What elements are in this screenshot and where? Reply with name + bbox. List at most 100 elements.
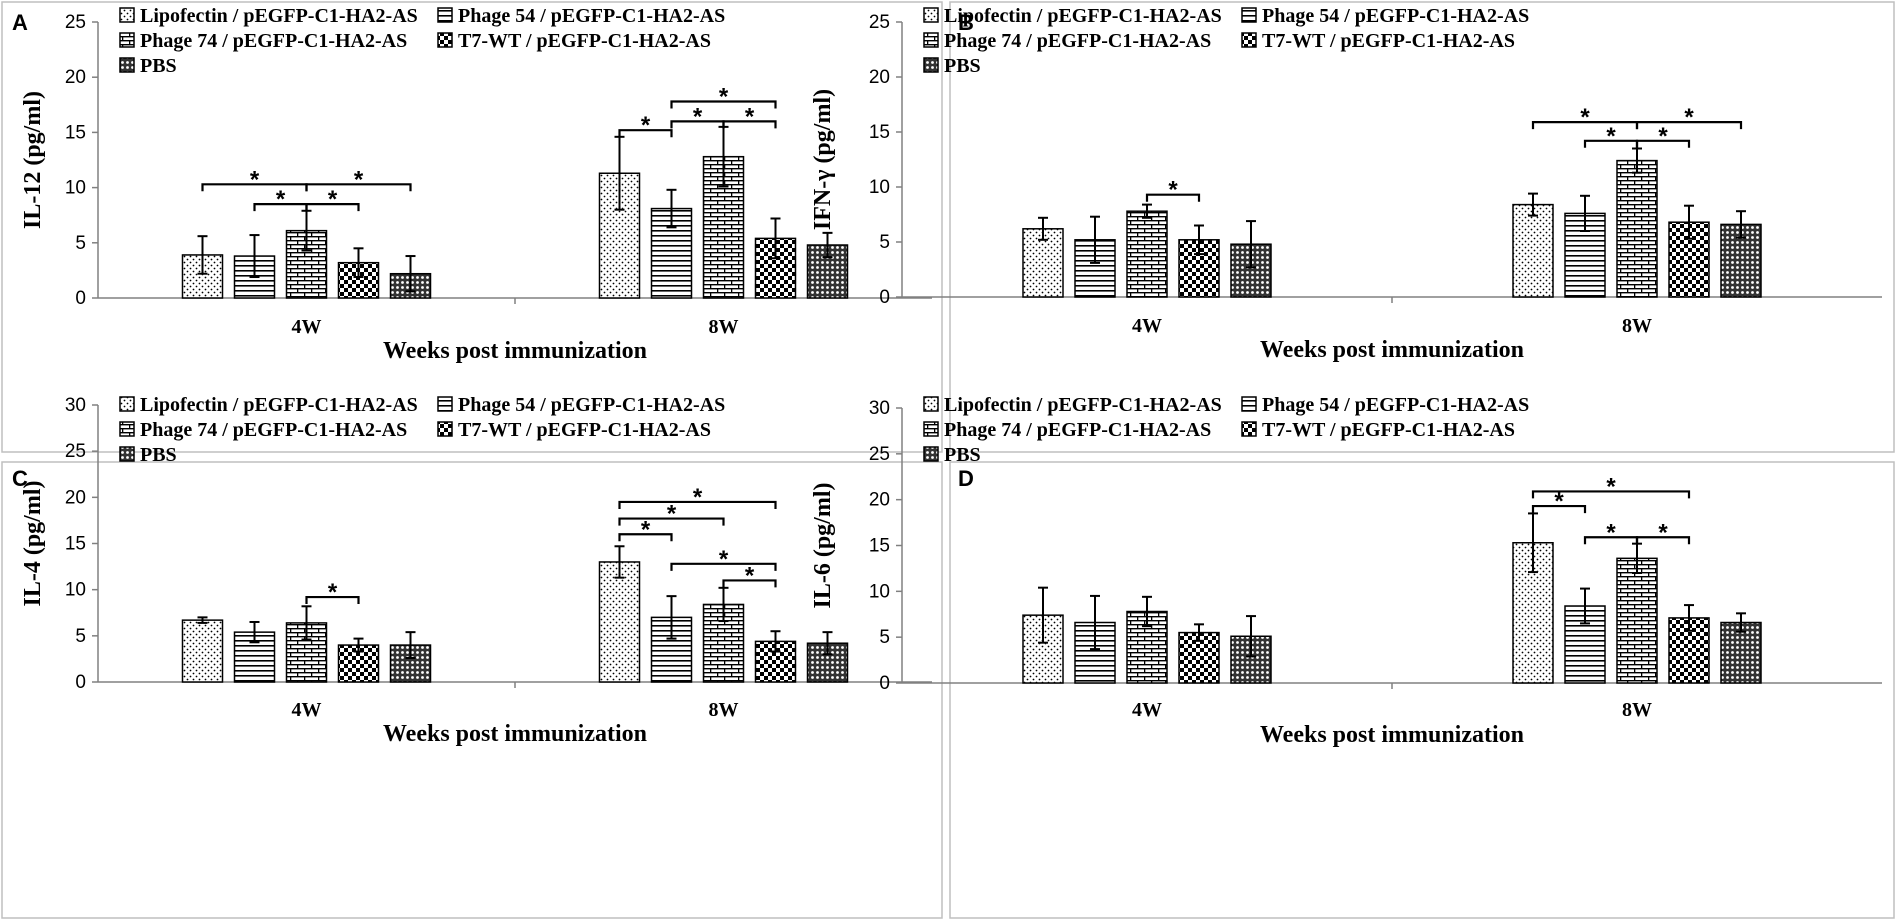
significance-star: * [667,501,677,528]
y-tick-label: 25 [65,441,86,462]
y-tick-label: 10 [65,580,86,601]
significance-bracket [305,595,360,605]
significance-star: * [719,83,729,110]
bar-lipofectin-8w [1512,203,1554,298]
significance-bracket [618,533,673,542]
significance-bracket [1635,139,1691,148]
panel-letter: A [12,10,28,35]
legend-entry: Phage 54 / pEGFP-C1-HA2-AS [1262,394,1529,416]
significance-bracket [722,120,777,129]
legend-swatch [119,396,135,412]
panel-b: B 0 5 10 15 20 25 IFN-γ (pg/ml) Weeks post immun… [810,1,1895,453]
significance-star: * [1606,519,1616,546]
significance-bracket [1635,121,1743,130]
legend-swatch [119,446,135,462]
legend-swatch [437,7,453,23]
panel-c: C 0 5 10 15 20 25 30 IL-4 (pg/ml) Weeks post immu… [1,394,943,919]
significance-bracket [1531,504,1587,514]
panel-letter: B [958,10,974,35]
legend-swatch [119,32,135,48]
y-tick-label: 0 [879,287,890,308]
panel-d: D 0 5 10 15 20 25 30 IL-6 (pg/ml) Weeks post immu… [810,394,1895,919]
bar-lipofectin-4w [181,619,224,683]
y-axis-title: IL-12 (pg/ml) [20,91,46,229]
significance-star: * [1554,488,1564,515]
legend-entry: T7-WT / pEGFP-C1-HA2-AS [458,419,711,441]
legend-entry: Phage 74 / pEGFP-C1-HA2-AS [140,30,407,52]
significance-star: * [1606,123,1616,150]
legend-swatch [119,7,135,23]
bar-phage-4w [1126,210,1168,298]
y-tick-label: 10 [869,177,890,198]
significance-bracket [670,100,777,109]
legend-entry: Phage 74 / pEGFP-C1-HA2-AS [944,419,1211,441]
significance-star: * [354,166,364,193]
legend-swatch [1241,396,1257,412]
y-tick-label: 30 [65,395,86,416]
legend-entry: Lipofectin / pEGFP-C1-HA2-AS [140,394,418,416]
significance-star: * [276,186,286,213]
y-tick-label: 20 [869,67,890,88]
x-category-label: 8W [1622,315,1652,337]
y-tick-label: 15 [65,122,86,143]
y-tick-label: 15 [869,122,890,143]
y-tick-label: 10 [65,178,86,199]
panel-letter: D [958,466,974,491]
significance-star: * [1168,177,1178,204]
legend-entry: Phage 54 / pEGFP-C1-HA2-AS [458,5,725,27]
y-tick-label: 5 [879,232,890,253]
legend-swatch [1241,32,1257,48]
y-axis-title: IL-4 (pg/ml) [20,481,46,607]
legend-swatch [923,57,939,73]
legend-entry: Lipofectin / pEGFP-C1-HA2-AS [944,394,1222,416]
legend-swatch [923,32,939,48]
x-category-label: 8W [1622,699,1652,721]
x-category-label: 8W [709,699,739,721]
significance-bracket [305,183,412,192]
y-tick-label: 15 [65,534,86,555]
y-tick-label: 20 [65,487,86,508]
legend-entry: PBS [140,444,177,466]
panel-frame [1,461,943,919]
significance-star: * [641,112,651,139]
x-category-label: 4W [1132,315,1162,337]
y-tick-label: 0 [75,288,86,309]
panel-frame [1,1,943,453]
significance-bracket [618,500,777,509]
significance-star: * [1606,473,1616,500]
y-axis-title: IFN-γ (pg/ml) [810,89,836,230]
y-tick-label: 5 [879,627,890,648]
legend-swatch [119,421,135,437]
legend-swatch [1241,7,1257,23]
y-tick-label: 0 [75,672,86,693]
legend-entry: Phage 74 / pEGFP-C1-HA2-AS [944,30,1211,52]
legend-entry: PBS [944,444,981,466]
legend-entry: T7-WT / pEGFP-C1-HA2-AS [1262,30,1515,52]
y-tick-label: 20 [869,490,890,511]
x-category-label: 8W [709,316,739,338]
y-tick-label: 25 [869,444,890,465]
legend-swatch [119,57,135,73]
legend-swatch [1241,421,1257,437]
significance-star: * [693,103,703,130]
significance-star: * [745,562,755,589]
significance-bracket [618,129,673,138]
legend-entry: Phage 54 / pEGFP-C1-HA2-AS [458,394,725,416]
significance-star: * [745,103,755,130]
bar-phage-8w [1616,557,1658,684]
y-tick-label: 5 [75,233,86,254]
legend-entry: T7-WT / pEGFP-C1-HA2-AS [458,30,711,52]
x-category-label: 4W [1132,699,1162,721]
significance-bracket [670,562,777,571]
legend-swatch [923,396,939,412]
legend-swatch [437,32,453,48]
legend-entry: Phage 54 / pEGFP-C1-HA2-AS [1262,5,1529,27]
legend-entry: Lipofectin / pEGFP-C1-HA2-AS [944,5,1222,27]
x-axis-title: Weeks post immunization [383,338,647,364]
x-axis-title: Weeks post immunization [1260,337,1524,363]
y-axis-title: IL-6 (pg/ml) [810,483,836,609]
significance-bracket [1635,536,1691,545]
legend-entry: T7-WT / pEGFP-C1-HA2-AS [1262,419,1515,441]
y-tick-label: 10 [869,581,890,602]
